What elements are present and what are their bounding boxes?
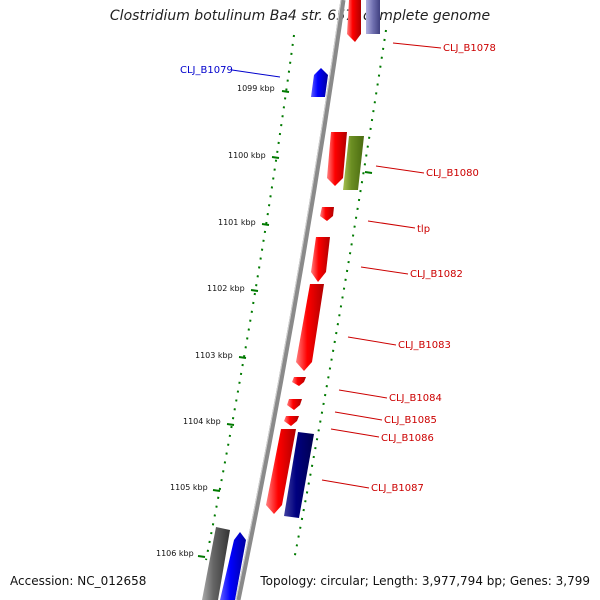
gene-feature-gray[interactable] (202, 527, 230, 600)
gene-feature-CLJ_B1084[interactable] (292, 377, 306, 386)
gene-feature-CLJ_B1078[interactable] (347, 0, 361, 42)
gene-label-CLJ_B1079[interactable]: CLJ_B1079 (180, 65, 233, 76)
kbp-label-1106: 1106 kbp (156, 549, 194, 558)
gene-label-CLJ_B1080[interactable]: CLJ_B1080 (426, 168, 479, 179)
gene-label-CLJ_B1087[interactable]: CLJ_B1087 (371, 483, 424, 494)
genome-backbone-highlight (235, 0, 342, 600)
kbp-label-1101: 1101 kbp (218, 218, 256, 227)
gene-feature-purple[interactable] (366, 0, 380, 34)
gene-feature-CLJ_B1087[interactable] (284, 432, 314, 518)
gene-feature-CLJ_B1086[interactable] (284, 416, 299, 426)
gene-label-CLJ_B1078[interactable]: CLJ_B1078 (443, 43, 496, 54)
gene-label-CLJ_B1084[interactable]: CLJ_B1084 (389, 393, 442, 404)
gene-feature-red-1087a[interactable] (266, 429, 296, 514)
gene-label-CLJ_B1082[interactable]: CLJ_B1082 (410, 269, 463, 280)
kbp-label-1104: 1104 kbp (183, 417, 221, 426)
right-ruler (293, 29, 387, 561)
kbp-label-1099: 1099 kbp (237, 84, 275, 93)
gene-label-tlp[interactable]: tlp (417, 224, 430, 235)
gene-feature-blue-bottom[interactable] (220, 532, 246, 600)
kbp-label-1102: 1102 kbp (207, 284, 245, 293)
gene-feature-CLJ_B1079[interactable] (311, 68, 328, 97)
kbp-label-1103: 1103 kbp (195, 351, 233, 360)
gene-feature-red-1080a[interactable] (327, 132, 347, 186)
kbp-label-1105: 1105 kbp (170, 483, 208, 492)
gene-feature-CLJ_B1082[interactable] (311, 237, 330, 282)
gene-label-CLJ_B1083[interactable]: CLJ_B1083 (398, 340, 451, 351)
label-connectors (231, 42, 442, 489)
gene-label-CLJ_B1085[interactable]: CLJ_B1085 (384, 415, 437, 426)
ruler-ticks (197, 90, 373, 558)
gene-feature-CLJ_B1085[interactable] (287, 399, 302, 410)
kbp-label-1100: 1100 kbp (228, 151, 266, 160)
gene-feature-CLJ_B1083[interactable] (296, 284, 324, 371)
gene-label-CLJ_B1086[interactable]: CLJ_B1086 (381, 433, 434, 444)
genome-title: Clostridium botulinum Ba4 str. 657, comp… (109, 8, 491, 24)
gene-feature-tlp[interactable] (320, 207, 334, 221)
genome-backbone (235, 0, 346, 600)
accession-text: Accession: NC_012658 (10, 574, 147, 588)
genome-stats-text: Topology: circular; Length: 3,977,794 bp… (260, 574, 590, 588)
gene-feature-CLJ_B1080[interactable] (343, 136, 364, 190)
